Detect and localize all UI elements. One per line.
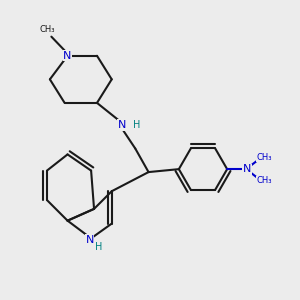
Text: H: H [95, 242, 102, 252]
Text: N: N [63, 51, 72, 61]
Text: N: N [118, 120, 126, 130]
Text: CH₃: CH₃ [256, 153, 272, 162]
Text: N: N [243, 164, 251, 174]
Text: CH₃: CH₃ [39, 25, 55, 34]
Text: H: H [133, 120, 140, 130]
Text: CH₃: CH₃ [256, 176, 272, 185]
Text: N: N [85, 235, 94, 245]
